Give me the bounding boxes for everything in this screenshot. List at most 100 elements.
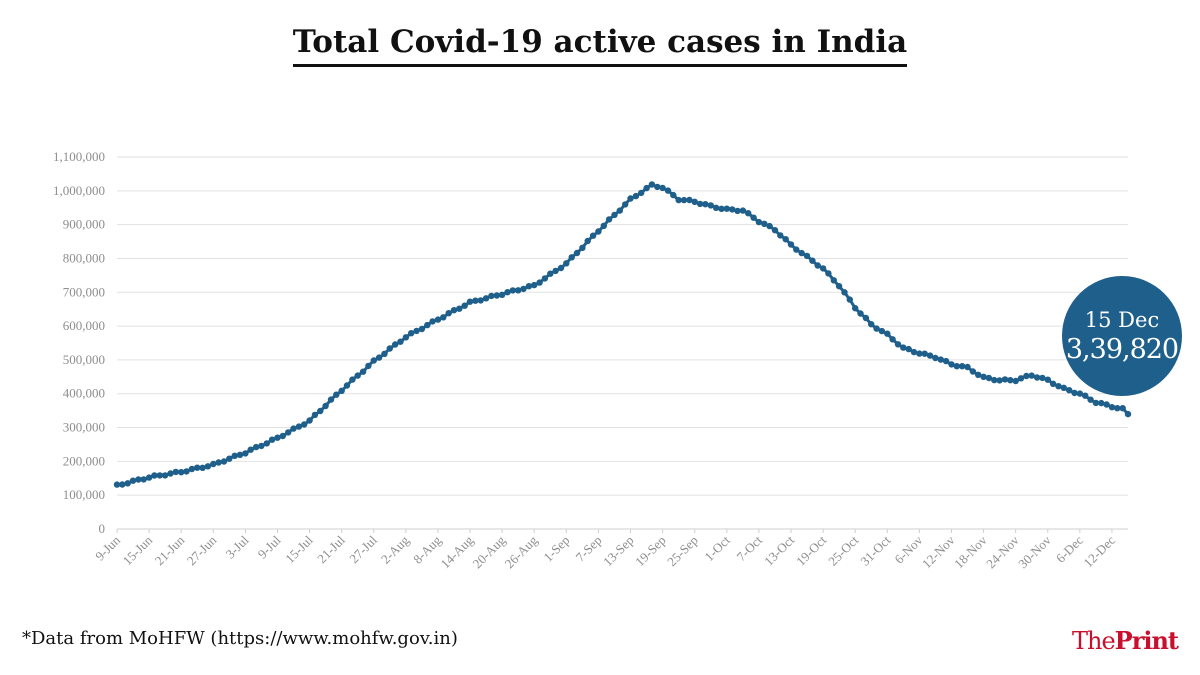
data-point bbox=[285, 429, 292, 436]
data-point bbox=[573, 249, 581, 257]
data-point bbox=[1023, 372, 1030, 380]
x-tick-label: 27-Jul bbox=[346, 532, 380, 566]
data-point bbox=[381, 350, 388, 357]
x-tick-label: 26-Aug bbox=[502, 532, 541, 571]
data-point bbox=[167, 470, 174, 477]
data-point bbox=[402, 334, 410, 341]
x-tick-label: 19-Oct bbox=[793, 532, 829, 568]
data-point bbox=[525, 283, 533, 290]
data-point bbox=[188, 465, 196, 473]
data-point bbox=[183, 468, 190, 475]
data-point bbox=[231, 452, 238, 459]
data-point bbox=[215, 459, 222, 466]
x-tick-label: 14-Aug bbox=[437, 532, 476, 571]
data-point bbox=[980, 373, 987, 380]
data-point bbox=[793, 246, 800, 253]
data-point bbox=[317, 407, 324, 415]
data-point bbox=[964, 363, 971, 371]
data-point bbox=[541, 275, 549, 282]
data-point bbox=[178, 469, 185, 476]
x-tick-label: 18-Nov bbox=[951, 532, 990, 571]
data-point bbox=[1114, 405, 1121, 412]
data-point bbox=[1076, 390, 1084, 397]
callout-bubble: 15 Dec 3,39,820 bbox=[1062, 276, 1182, 396]
data-point bbox=[1092, 399, 1100, 407]
data-point bbox=[723, 205, 730, 212]
data-point bbox=[782, 236, 789, 243]
data-point bbox=[937, 356, 944, 363]
x-tick-label: 19-Sep bbox=[632, 533, 669, 570]
data-point bbox=[1082, 392, 1089, 399]
data-point bbox=[905, 345, 912, 353]
data-point bbox=[975, 371, 982, 378]
data-point bbox=[680, 196, 688, 204]
data-point bbox=[568, 254, 575, 261]
data-point bbox=[119, 481, 126, 488]
data-point bbox=[472, 297, 479, 304]
data-point bbox=[140, 476, 147, 483]
x-tick-label: 27-Jun bbox=[184, 532, 220, 568]
data-point bbox=[445, 310, 452, 317]
data-point bbox=[686, 196, 693, 204]
x-tick-label: 30-Nov bbox=[1015, 532, 1054, 571]
data-point bbox=[745, 210, 752, 217]
data-point bbox=[552, 267, 559, 275]
data-point bbox=[1001, 376, 1009, 383]
x-tick-label: 7-Sep bbox=[572, 533, 604, 565]
data-point bbox=[648, 181, 656, 188]
x-tick-label: 3-Jul bbox=[223, 532, 252, 561]
data-point bbox=[311, 411, 319, 419]
brand-logo: ThePrint bbox=[1072, 626, 1179, 655]
data-point bbox=[1033, 374, 1041, 381]
data-point bbox=[830, 277, 837, 284]
data-point bbox=[1066, 387, 1073, 394]
data-point bbox=[916, 350, 923, 357]
data-point bbox=[1087, 396, 1094, 403]
data-point bbox=[750, 214, 757, 221]
data-point bbox=[359, 368, 367, 375]
data-point bbox=[712, 204, 720, 211]
x-tick-label: 15-Jun bbox=[120, 532, 156, 568]
data-point bbox=[440, 314, 447, 321]
data-point bbox=[242, 450, 249, 457]
series-points bbox=[113, 181, 1132, 488]
data-point bbox=[135, 476, 142, 483]
data-point bbox=[1012, 377, 1019, 385]
data-point bbox=[531, 281, 538, 289]
data-point bbox=[809, 257, 816, 264]
data-point bbox=[926, 352, 934, 359]
data-point bbox=[349, 376, 356, 383]
data-point bbox=[862, 314, 870, 322]
data-point bbox=[466, 298, 474, 305]
data-point bbox=[1044, 376, 1052, 383]
x-tick-label: 25-Sep bbox=[664, 533, 701, 570]
data-point bbox=[236, 451, 244, 458]
gridlines bbox=[117, 156, 1128, 496]
data-point bbox=[301, 421, 308, 428]
x-tick-label: 1-Sep bbox=[540, 533, 572, 565]
data-point bbox=[889, 336, 896, 343]
data-point bbox=[424, 321, 431, 329]
data-point bbox=[429, 318, 436, 325]
data-point bbox=[846, 296, 853, 303]
data-point bbox=[1060, 384, 1068, 391]
data-point bbox=[595, 228, 602, 235]
data-point bbox=[659, 184, 666, 192]
data-point bbox=[386, 345, 393, 352]
data-point bbox=[306, 417, 313, 424]
x-tick-label: 24-Nov bbox=[983, 532, 1022, 571]
data-point bbox=[172, 468, 179, 476]
data-point bbox=[611, 211, 618, 219]
data-point bbox=[638, 189, 645, 197]
data-point bbox=[761, 220, 768, 227]
data-point bbox=[450, 307, 458, 314]
data-point bbox=[434, 316, 442, 323]
chart-title-text: Total Covid-19 active cases in India bbox=[292, 24, 908, 67]
data-point bbox=[739, 207, 747, 214]
data-point bbox=[151, 472, 158, 479]
callout-circle bbox=[1062, 276, 1182, 396]
data-point bbox=[210, 460, 217, 468]
data-point bbox=[1119, 405, 1126, 412]
data-point bbox=[579, 244, 586, 251]
data-point bbox=[654, 183, 661, 191]
